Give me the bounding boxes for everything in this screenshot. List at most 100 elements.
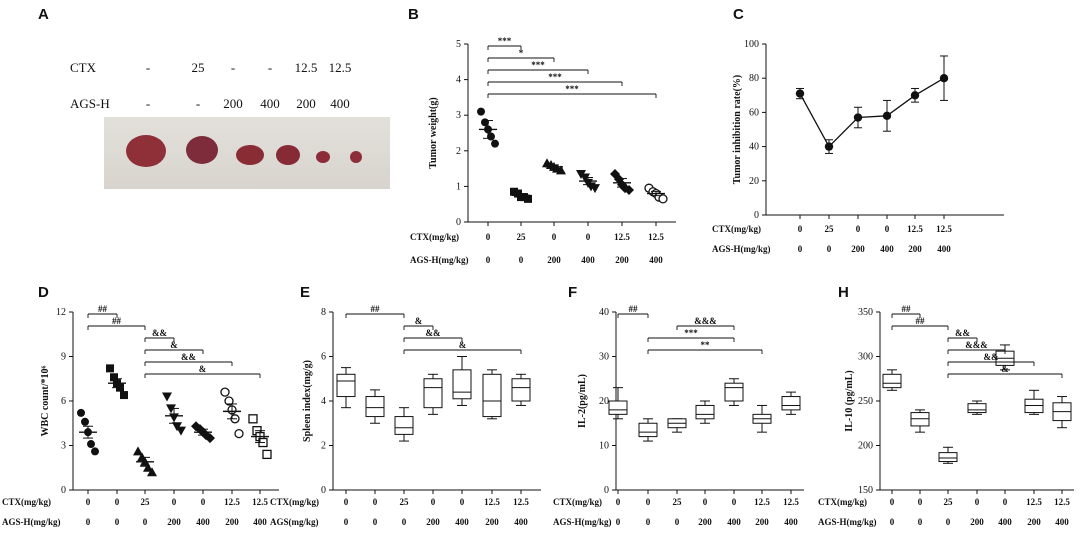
b-table-row1-value: 0 bbox=[486, 232, 491, 242]
b-sig-label: *** bbox=[498, 36, 512, 46]
h-table-row2-value: 400 bbox=[1055, 517, 1069, 527]
c-table-row2-label: AGS-H(mg/kg) bbox=[712, 244, 771, 254]
f-box bbox=[724, 382, 744, 402]
d-table-row2-value: 0 bbox=[86, 517, 91, 527]
tumor-specimen-3 bbox=[236, 145, 264, 165]
b-table-row2-value: 400 bbox=[649, 255, 663, 265]
b-point bbox=[477, 107, 485, 116]
d-table-row1-value: 25 bbox=[141, 497, 151, 507]
d-point bbox=[143, 462, 153, 472]
c-table-row1-label: CTX(mg/kg) bbox=[712, 224, 761, 234]
b-table-row1-value: 0 bbox=[552, 232, 557, 242]
c-table-row1-value: 12.5 bbox=[907, 224, 923, 234]
panel-letter-c: C bbox=[733, 6, 744, 23]
b-y-axis-label: Tumor weight(g) bbox=[428, 97, 439, 168]
photo-ctx-value: 12.5 bbox=[294, 60, 318, 75]
d-point bbox=[77, 408, 85, 417]
panel-letter-b: B bbox=[408, 6, 419, 23]
panel-letter-f: F bbox=[568, 284, 578, 301]
c-table-row2-value: 400 bbox=[937, 244, 951, 254]
d-point bbox=[133, 446, 143, 456]
d-point bbox=[120, 391, 128, 400]
h-table-row1-value: 0 bbox=[975, 497, 980, 507]
d-point bbox=[91, 447, 99, 456]
d-point bbox=[262, 449, 272, 460]
c-table-row1-value: 0 bbox=[856, 224, 861, 234]
e-y-axis-label: Spleen index(mg/g) bbox=[302, 360, 313, 442]
tumor-photo bbox=[104, 117, 390, 189]
f-y-tick-label: 0 bbox=[604, 485, 609, 496]
panel-letter-h: H bbox=[838, 284, 849, 301]
c-point bbox=[853, 113, 863, 122]
d-table-row2-value: 0 bbox=[143, 517, 148, 527]
c-table-row2-value: 0 bbox=[798, 244, 803, 254]
c-table-row2-value: 400 bbox=[880, 244, 894, 254]
c-series-line bbox=[799, 77, 945, 148]
c-table-row1-value: 0 bbox=[885, 224, 890, 234]
d-sig-label: ## bbox=[112, 316, 122, 326]
b-table-row2-value: 200 bbox=[547, 255, 561, 265]
f-box bbox=[781, 396, 801, 411]
d-y-axis-label: WBC count/*10⁶ bbox=[40, 365, 51, 436]
b-point bbox=[658, 194, 668, 204]
b-table-row1-value: 12.5 bbox=[648, 232, 664, 242]
e-table-row2-value: 0 bbox=[402, 517, 407, 527]
d-table-row2-value: 200 bbox=[167, 517, 181, 527]
tumor-specimen-4 bbox=[276, 145, 300, 165]
e-table-row2-value: 400 bbox=[455, 517, 469, 527]
d-point bbox=[106, 364, 114, 373]
h-table-row2-value: 200 bbox=[1027, 517, 1041, 527]
c-y-tick-label: 60 bbox=[749, 107, 759, 118]
c-point bbox=[824, 142, 834, 151]
d-table-row1-value: 0 bbox=[86, 497, 91, 507]
d-y-tick-label: 0 bbox=[61, 485, 66, 496]
tumor-specimen-6 bbox=[350, 151, 362, 163]
d-point bbox=[81, 417, 89, 426]
photo-ags-value: 400 bbox=[260, 96, 280, 111]
b-point bbox=[491, 139, 499, 148]
e-table-row1-value: 0 bbox=[373, 497, 378, 507]
h-table-row2-value: 400 bbox=[998, 517, 1012, 527]
d-sig-label: ## bbox=[98, 304, 108, 314]
c-table-row1-value: 25 bbox=[825, 224, 835, 234]
tumor-specimen-1 bbox=[126, 135, 166, 167]
b-table-row2-value: 0 bbox=[519, 255, 524, 265]
h-table-row1-label: CTX(mg/kg) bbox=[818, 497, 867, 507]
e-sig-label: && bbox=[426, 328, 441, 338]
c-table-row2-value: 200 bbox=[851, 244, 865, 254]
d-table-row1-value: 12.5 bbox=[252, 497, 268, 507]
c-point bbox=[795, 89, 805, 98]
f-table-row1-value: 0 bbox=[732, 497, 737, 507]
d-sig-label: && bbox=[181, 352, 196, 362]
f-table-row2-value: 400 bbox=[727, 517, 741, 527]
h-y-tick-label: 350 bbox=[858, 307, 873, 318]
d-sig-label: & bbox=[170, 340, 178, 350]
h-sig-label: && bbox=[984, 352, 999, 362]
d-point bbox=[87, 440, 95, 449]
photo-ctx-label: CTX bbox=[70, 60, 96, 75]
f-table-row1-label: CTX(mg/kg) bbox=[553, 497, 602, 507]
h-table-row1-value: 12.5 bbox=[1054, 497, 1070, 507]
d-table-row1-value: 12.5 bbox=[224, 497, 240, 507]
b-table-row2-value: 200 bbox=[615, 255, 629, 265]
e-sig-label: & bbox=[459, 340, 467, 350]
h-box bbox=[938, 452, 958, 463]
h-table-row2-value: 0 bbox=[890, 517, 895, 527]
d-table-row2-value: 400 bbox=[253, 517, 267, 527]
b-table-row1-label: CTX(mg/kg) bbox=[410, 232, 459, 242]
h-y-axis-label: IL-10 (pg/mL) bbox=[844, 370, 855, 431]
photo-ctx-value: - bbox=[267, 60, 273, 75]
c-point bbox=[910, 91, 920, 100]
d-table-row1-value: 0 bbox=[172, 497, 177, 507]
d-point bbox=[234, 428, 244, 439]
e-y-tick-label: 6 bbox=[321, 352, 326, 363]
e-y-tick-label: 2 bbox=[321, 441, 326, 452]
b-y-tick-label: 1 bbox=[456, 181, 461, 192]
e-box bbox=[365, 396, 385, 418]
d-point bbox=[248, 414, 258, 424]
e-table-row2-value: 200 bbox=[426, 517, 440, 527]
tumor-specimen-2 bbox=[186, 136, 218, 164]
photo-ags-value: - bbox=[145, 96, 151, 111]
c-point bbox=[939, 74, 949, 83]
